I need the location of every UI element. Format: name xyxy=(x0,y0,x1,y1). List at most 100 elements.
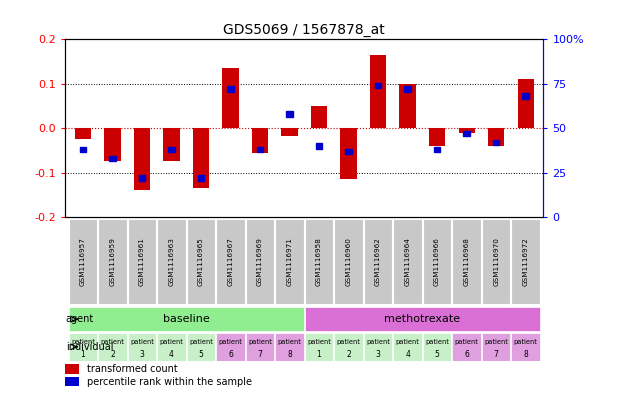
Bar xyxy=(193,128,209,188)
Text: GSM1116972: GSM1116972 xyxy=(523,237,528,286)
Bar xyxy=(305,307,540,331)
Text: patient: patient xyxy=(337,339,361,345)
Text: methotrexate: methotrexate xyxy=(384,314,460,324)
Bar xyxy=(512,219,540,304)
Bar xyxy=(458,128,474,132)
Text: patient: patient xyxy=(219,339,242,345)
Bar xyxy=(364,333,392,361)
Bar xyxy=(370,55,386,128)
Bar xyxy=(227,86,233,92)
Text: 2: 2 xyxy=(346,351,351,360)
Text: patient: patient xyxy=(160,339,183,345)
Bar xyxy=(216,333,245,361)
Text: GSM1116970: GSM1116970 xyxy=(493,237,499,286)
Bar xyxy=(252,128,268,152)
Bar xyxy=(305,333,333,361)
Bar xyxy=(138,175,145,180)
Text: GSM1116959: GSM1116959 xyxy=(109,237,116,286)
Text: 3: 3 xyxy=(140,351,145,360)
Bar xyxy=(157,219,186,304)
Text: GSM1116962: GSM1116962 xyxy=(375,237,381,286)
Text: 2: 2 xyxy=(110,351,115,360)
Text: patient: patient xyxy=(248,339,272,345)
Text: 7: 7 xyxy=(258,351,263,360)
Text: patient: patient xyxy=(455,339,479,345)
Bar xyxy=(364,219,392,304)
Bar xyxy=(334,219,363,304)
Bar xyxy=(311,106,327,128)
Text: patient: patient xyxy=(366,339,390,345)
Bar xyxy=(453,219,481,304)
Bar xyxy=(434,147,440,152)
Bar xyxy=(305,219,333,304)
Bar xyxy=(340,128,356,179)
Bar xyxy=(488,128,504,146)
Bar xyxy=(69,333,97,361)
Bar xyxy=(275,219,304,304)
Bar xyxy=(187,333,215,361)
Text: 5: 5 xyxy=(199,351,204,360)
Text: 4: 4 xyxy=(405,351,410,360)
Text: percentile rank within the sample: percentile rank within the sample xyxy=(87,376,252,387)
Bar xyxy=(128,333,156,361)
Text: GSM1116960: GSM1116960 xyxy=(345,237,351,286)
Bar xyxy=(134,128,150,190)
Text: patient: patient xyxy=(71,339,95,345)
Bar xyxy=(216,219,245,304)
Text: 6: 6 xyxy=(464,351,469,360)
Bar xyxy=(394,333,422,361)
Text: 6: 6 xyxy=(228,351,233,360)
Text: GSM1116961: GSM1116961 xyxy=(139,237,145,286)
Bar xyxy=(65,376,79,386)
Text: patient: patient xyxy=(130,339,154,345)
Text: 7: 7 xyxy=(494,351,499,360)
Text: 1: 1 xyxy=(81,351,85,360)
Text: patient: patient xyxy=(101,339,124,345)
Text: GSM1116969: GSM1116969 xyxy=(257,237,263,286)
Text: GSM1116957: GSM1116957 xyxy=(80,237,86,286)
Bar xyxy=(256,147,263,152)
Bar xyxy=(517,79,534,128)
Bar xyxy=(423,219,451,304)
Text: patient: patient xyxy=(484,339,508,345)
Bar xyxy=(404,86,411,92)
Bar xyxy=(98,333,127,361)
Text: 8: 8 xyxy=(287,351,292,360)
Bar xyxy=(345,149,352,154)
Bar xyxy=(157,333,186,361)
Text: GSM1116963: GSM1116963 xyxy=(168,237,175,286)
Bar xyxy=(222,68,238,128)
Bar xyxy=(69,307,304,331)
Bar xyxy=(79,147,86,152)
Bar xyxy=(281,128,297,136)
Title: GDS5069 / 1567878_at: GDS5069 / 1567878_at xyxy=(224,23,385,37)
Text: GSM1116968: GSM1116968 xyxy=(464,237,469,286)
Text: 8: 8 xyxy=(524,351,528,360)
Text: GSM1116971: GSM1116971 xyxy=(286,237,292,286)
Bar xyxy=(168,147,175,152)
Bar xyxy=(453,333,481,361)
Bar xyxy=(522,94,529,99)
Bar xyxy=(109,156,116,161)
Bar xyxy=(163,128,179,162)
Bar xyxy=(246,333,274,361)
Bar xyxy=(493,140,499,145)
Bar xyxy=(65,364,79,374)
Text: 1: 1 xyxy=(317,351,322,360)
Text: patient: patient xyxy=(514,339,538,345)
Text: patient: patient xyxy=(278,339,301,345)
Bar xyxy=(429,128,445,146)
Bar xyxy=(75,128,91,139)
Text: baseline: baseline xyxy=(163,314,210,324)
Bar xyxy=(246,219,274,304)
Bar xyxy=(394,219,422,304)
Text: 4: 4 xyxy=(169,351,174,360)
Bar xyxy=(69,219,97,304)
Text: patient: patient xyxy=(189,339,213,345)
Bar xyxy=(98,219,127,304)
Bar xyxy=(512,333,540,361)
Bar xyxy=(104,128,120,162)
Bar xyxy=(316,143,322,149)
Text: transformed count: transformed count xyxy=(87,364,178,374)
Text: GSM1116966: GSM1116966 xyxy=(434,237,440,286)
